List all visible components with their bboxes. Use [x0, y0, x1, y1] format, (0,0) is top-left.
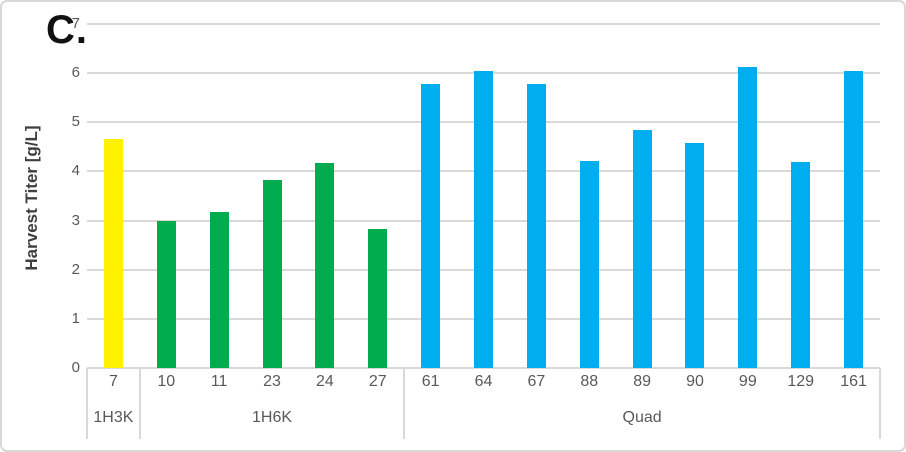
- y-tick-label: 6: [71, 64, 80, 82]
- bar: [421, 84, 441, 368]
- x-category-label: 129: [787, 373, 815, 390]
- bar: [685, 142, 705, 368]
- table-separator: [139, 368, 141, 439]
- x-category-label: 88: [580, 373, 599, 390]
- gridline: [87, 367, 880, 369]
- table-separator: [86, 368, 88, 439]
- x-category-label: 24: [315, 373, 334, 390]
- bar: [526, 84, 546, 368]
- bar: [632, 129, 652, 368]
- x-category-label: 7: [108, 373, 118, 390]
- bar: [262, 179, 282, 368]
- y-tick-label: 0: [71, 359, 80, 376]
- bar: [738, 67, 758, 368]
- x-category-label: 11: [210, 373, 228, 390]
- x-category-label: 27: [368, 373, 387, 390]
- bar: [156, 220, 176, 368]
- gridline: [87, 23, 880, 25]
- bar: [368, 229, 388, 368]
- x-category-label: 99: [738, 373, 757, 390]
- bar: [315, 162, 335, 368]
- y-tick-label: 2: [71, 260, 80, 278]
- x-category-label: 64: [474, 373, 493, 390]
- y-tick-label: 5: [71, 113, 80, 131]
- panel-label: C.: [46, 8, 88, 52]
- x-group-label: 1H6K: [252, 409, 293, 426]
- x-group-label: 1H3K: [93, 409, 134, 426]
- y-tick-label: 7: [71, 15, 80, 32]
- bar: [844, 70, 864, 368]
- bar: [791, 161, 811, 368]
- y-tick-label: 1: [71, 309, 80, 327]
- bar: [474, 70, 493, 368]
- x-category-label: 161: [840, 373, 867, 390]
- table-separator: [403, 368, 405, 439]
- table-separator: [879, 368, 881, 439]
- x-category-label: 61: [421, 373, 440, 390]
- y-tick-label: 4: [71, 162, 80, 180]
- x-category-label: 23: [263, 373, 281, 390]
- x-category-label: 67: [527, 373, 546, 390]
- bar: [209, 211, 229, 368]
- bar: [103, 139, 123, 368]
- bar: [579, 160, 599, 368]
- y-tick-label: 3: [71, 211, 80, 229]
- y-axis-title: Harvest Titer [g/L]: [22, 125, 41, 271]
- x-category-label: 90: [686, 373, 704, 390]
- x-category-label: 10: [157, 373, 176, 390]
- x-group-label: Quad: [622, 409, 662, 426]
- x-category-label: 89: [633, 373, 651, 390]
